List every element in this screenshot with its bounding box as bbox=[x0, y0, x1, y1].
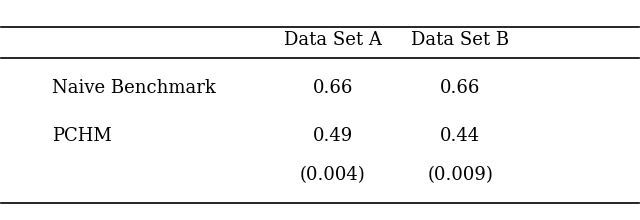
Text: 0.44: 0.44 bbox=[440, 127, 480, 145]
Text: PCHM: PCHM bbox=[52, 127, 112, 145]
Text: 0.66: 0.66 bbox=[440, 79, 481, 97]
Text: 0.66: 0.66 bbox=[312, 79, 353, 97]
Text: Data Set B: Data Set B bbox=[411, 31, 509, 50]
Text: (0.009): (0.009) bbox=[428, 166, 493, 184]
Text: (0.004): (0.004) bbox=[300, 166, 365, 184]
Text: Data Set A: Data Set A bbox=[284, 31, 381, 50]
Text: 0.49: 0.49 bbox=[312, 127, 353, 145]
Text: Naive Benchmark: Naive Benchmark bbox=[52, 79, 216, 97]
